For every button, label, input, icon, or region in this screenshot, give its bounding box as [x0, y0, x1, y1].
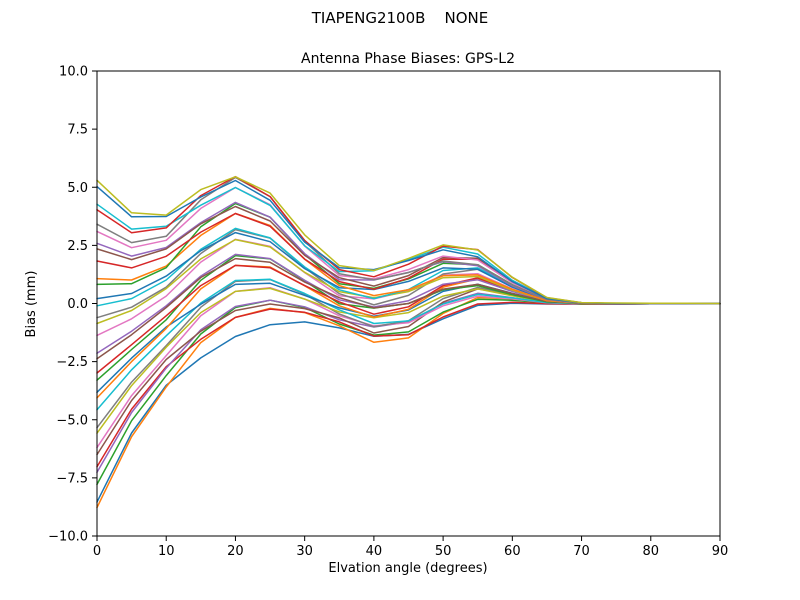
x-axis-label: Elvation angle (degrees)	[328, 561, 487, 576]
x-tick-label: 40	[366, 544, 383, 559]
tick-layer: 0 10 20 30 40 50 60 70 80 90 −10.0 −7.5 −5.0 −2.5 0.0 2…	[48, 65, 728, 560]
y-tick-label: −7.5	[56, 471, 88, 486]
y-tick-label: 7.5	[67, 123, 88, 138]
x-tick-label: 60	[504, 544, 521, 559]
y-axis-label: Bias (mm)	[24, 271, 39, 338]
x-tick-label: 80	[643, 544, 660, 559]
y-tick-label: 10.0	[59, 65, 88, 80]
series-line	[96, 278, 721, 411]
series-line	[96, 296, 721, 509]
x-tick-label: 50	[435, 544, 452, 559]
x-tick-label: 70	[573, 544, 590, 559]
y-tick-label: −10.0	[48, 530, 88, 545]
x-tick-label: 0	[93, 544, 101, 559]
y-tick-label: −5.0	[56, 413, 88, 428]
x-tick-label: 10	[158, 544, 175, 559]
x-tick-label: 20	[227, 544, 244, 559]
x-tick-label: 90	[712, 544, 729, 559]
y-tick-label: 5.0	[67, 181, 88, 196]
y-tick-label: −2.5	[56, 355, 88, 370]
x-tick-label: 30	[296, 544, 313, 559]
chart-title: TIAPENG2100B NONE	[311, 9, 488, 27]
series-line	[96, 302, 721, 503]
chart-subtitle: Antenna Phase Biases: GPS-L2	[301, 51, 515, 67]
series-line	[96, 176, 721, 305]
series-layer	[96, 175, 721, 509]
y-tick-label: 0.0	[67, 297, 88, 312]
y-tick-label: 2.5	[67, 239, 88, 254]
